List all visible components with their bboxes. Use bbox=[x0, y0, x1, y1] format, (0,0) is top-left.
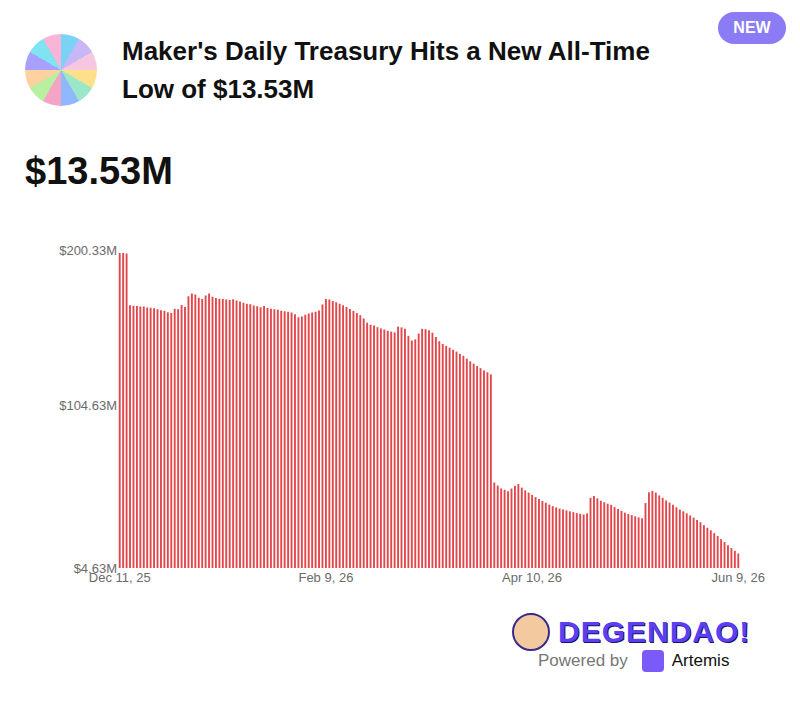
svg-text:Apr 10, 26: Apr 10, 26 bbox=[502, 570, 562, 585]
html-text:Artemis: Artemis bbox=[671, 651, 730, 670]
svg-text:$104.63M: $104.63M bbox=[59, 398, 117, 413]
svg-text:Feb 9, 26: Feb 9, 26 bbox=[298, 570, 353, 585]
html-text:Maker's Daily Treasury Hits a: Maker's Daily Treasury Hits a New All-Ti… bbox=[122, 36, 650, 104]
html-text:Powered by: Powered by bbox=[538, 651, 628, 670]
html-text:$13.53M: $13.53M bbox=[25, 150, 173, 192]
html-text:NEW: NEW bbox=[733, 19, 771, 36]
html-text:DEGENDAO!: DEGENDAO! bbox=[558, 615, 751, 648]
svg-text:$200.33M: $200.33M bbox=[59, 243, 117, 258]
svg-text:$4.63M: $4.63M bbox=[74, 561, 117, 576]
svg-text:Dec 11, 25: Dec 11, 25 bbox=[89, 570, 151, 585]
svg-text:Jun 9, 26: Jun 9, 26 bbox=[712, 570, 766, 585]
